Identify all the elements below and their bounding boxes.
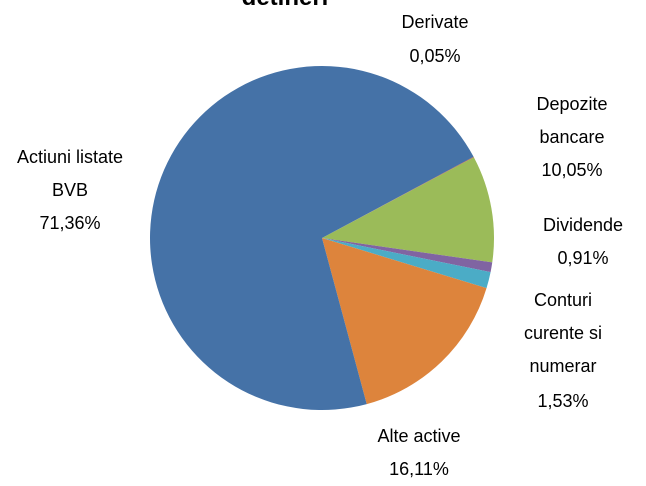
slice-label: Alte active bbox=[377, 426, 461, 446]
slice-value-label: 0,05% bbox=[409, 46, 461, 66]
pie-slice bbox=[322, 238, 487, 405]
pie-slice bbox=[322, 238, 491, 289]
pie-slice bbox=[322, 157, 494, 263]
slice-value-label: 16,11% bbox=[389, 459, 449, 479]
slice-value-label: 10,05% bbox=[541, 160, 603, 180]
pie-slice bbox=[322, 238, 493, 273]
slice-value-label: 71,36% bbox=[39, 213, 101, 233]
slice-value-label: 0,91% bbox=[557, 248, 609, 268]
pie-slice bbox=[322, 156, 474, 238]
slice-value-label: 1,53% bbox=[537, 391, 589, 411]
slice-label: Derivate bbox=[401, 12, 469, 32]
chart-title: detineri bbox=[0, 0, 570, 12]
slice-label: Depozite bancare bbox=[536, 94, 608, 147]
slice-label: Actiuni listate BVB bbox=[16, 147, 124, 200]
pie-slice bbox=[150, 65, 474, 411]
slice-label: Dividende bbox=[542, 215, 624, 235]
slice-label: Conturi curente si numerar bbox=[523, 290, 603, 376]
